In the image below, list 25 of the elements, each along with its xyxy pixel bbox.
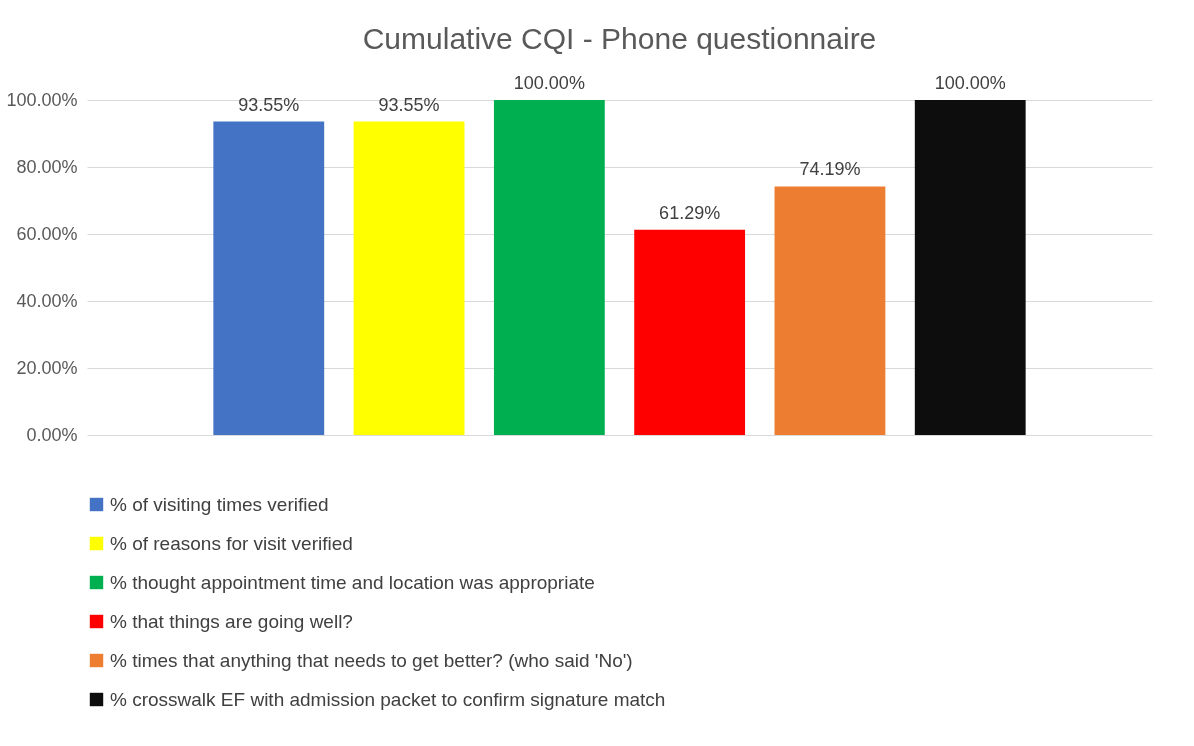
legend-label: % thought appointment time and location was appropriate	[110, 571, 595, 593]
y-tick-label: 80.00%	[16, 156, 78, 177]
y-tick-label: 20.00%	[16, 357, 78, 378]
data-label: 93.55%	[238, 94, 300, 115]
y-tick-label: 100.00%	[6, 89, 78, 110]
bar	[493, 100, 605, 435]
legend-label: % that things are going well?	[110, 610, 353, 632]
y-tick-label: 40.00%	[16, 290, 78, 311]
bar	[213, 121, 325, 435]
legend-label: % of reasons for visit verified	[110, 532, 353, 554]
chart-title: Cumulative CQI - Phone questionnaire	[362, 22, 877, 55]
data-label: 74.19%	[799, 159, 861, 180]
y-tick-label: 60.00%	[16, 223, 78, 244]
data-label: 61.29%	[659, 202, 721, 223]
legend-label: % crosswalk EF with admission packet to confirm signature match	[110, 688, 666, 710]
bar	[774, 186, 886, 435]
bar	[353, 121, 465, 435]
legend-label: % of visiting times verified	[110, 493, 329, 515]
y-tick-label: 0.00%	[26, 424, 78, 445]
data-label: 100.00%	[513, 73, 585, 93]
data-label: 100.00%	[934, 73, 1006, 93]
legend-label: % times that anything that needs to get better? (who said 'No')	[110, 649, 633, 671]
bar	[634, 229, 746, 435]
bar	[914, 100, 1026, 435]
data-label: 93.55%	[378, 94, 440, 115]
